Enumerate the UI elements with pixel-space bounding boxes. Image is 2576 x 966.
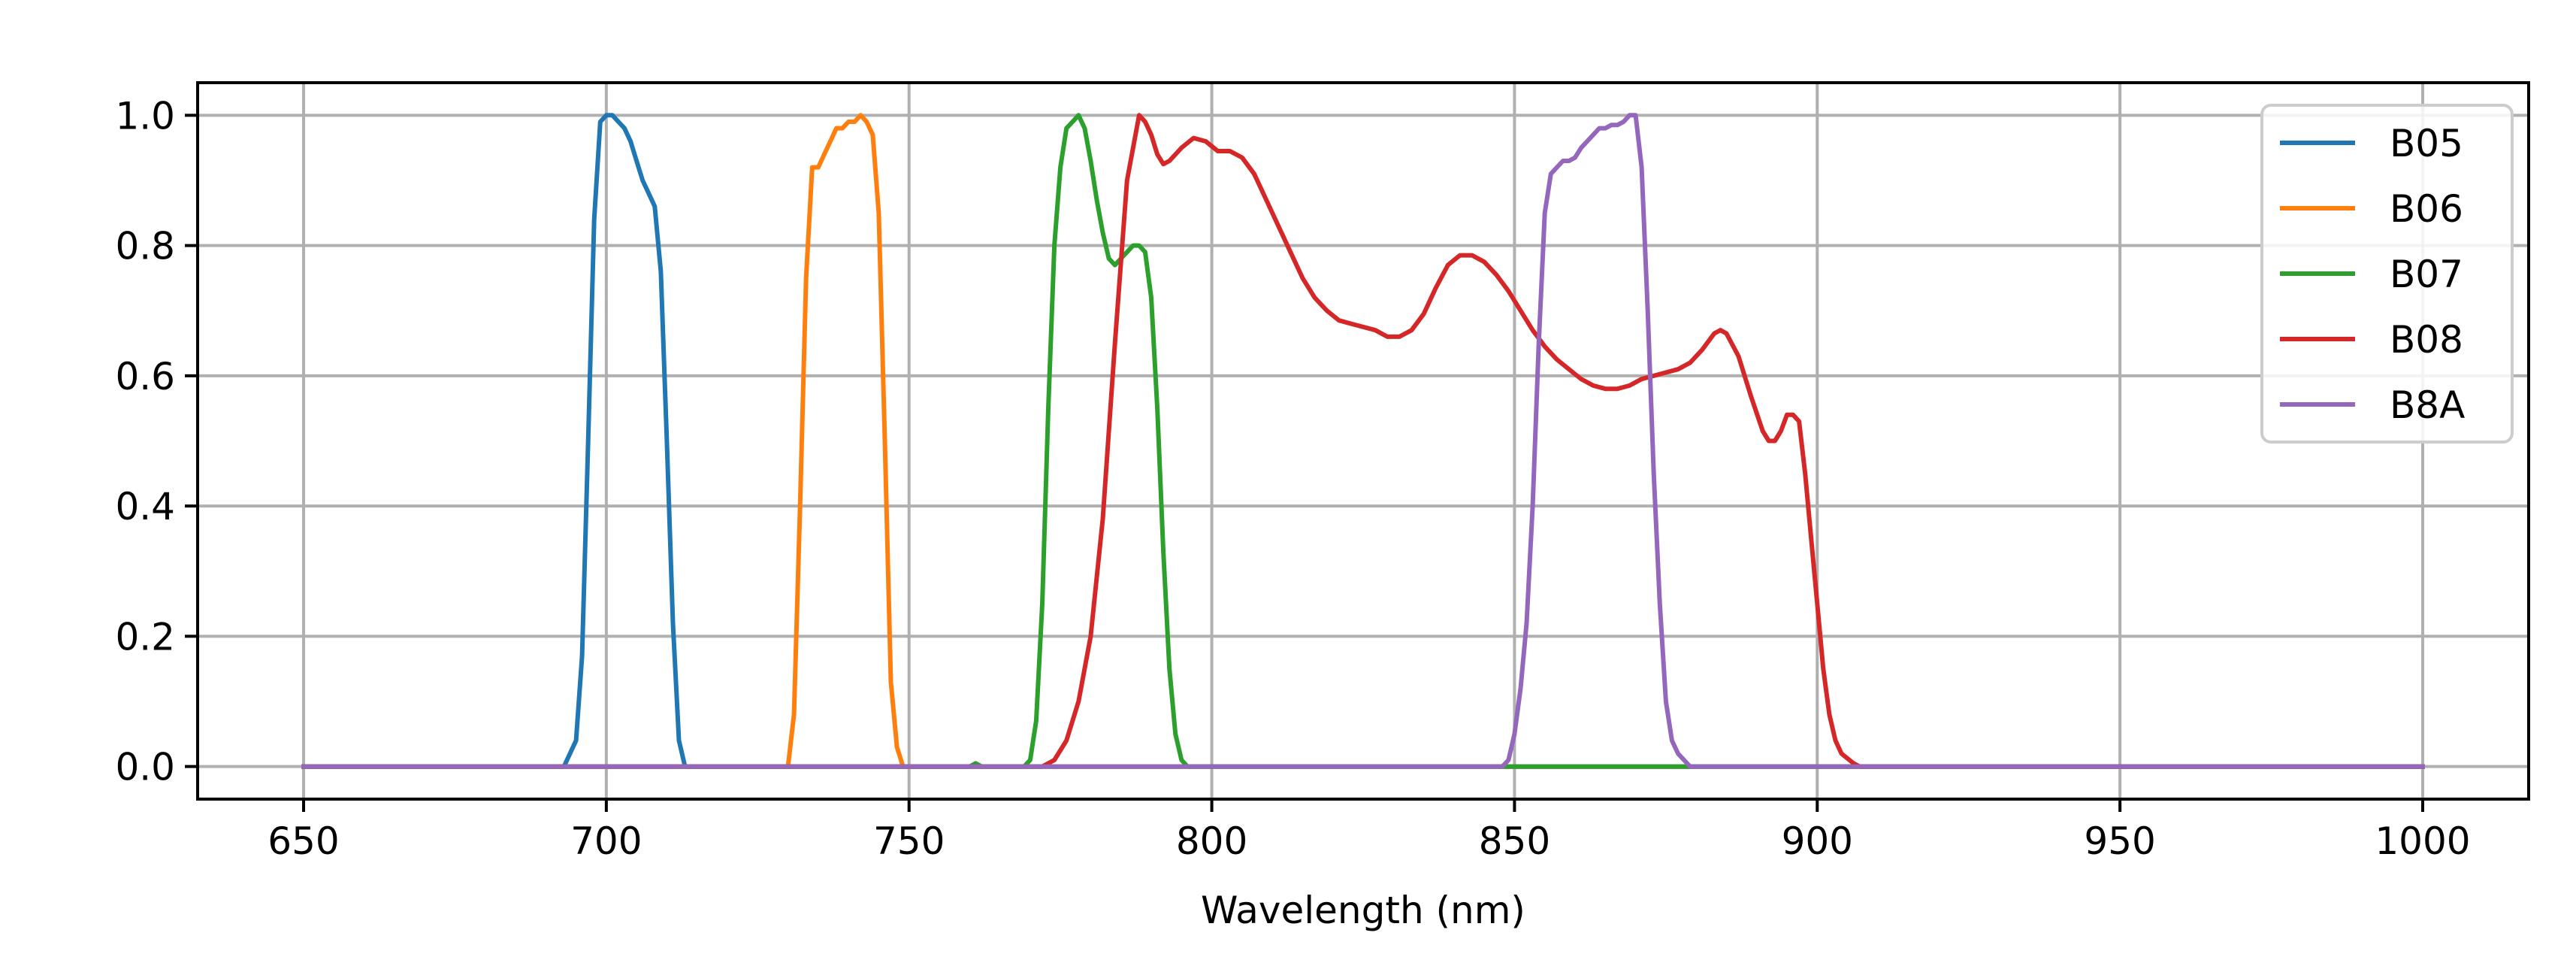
- series-line-b05: [301, 113, 2425, 769]
- series-line-b07: [301, 113, 2425, 769]
- x-tick-label: 800: [1176, 819, 1247, 863]
- y-tick-label: 0.8: [115, 225, 175, 268]
- legend-label-b08: B08: [2390, 318, 2463, 362]
- legend-box: [2260, 104, 2514, 444]
- y-tick-label: 0.2: [115, 615, 175, 659]
- x-tick-label: 950: [2084, 819, 2155, 863]
- plot-frame: [196, 81, 2530, 801]
- y-tick-label: 0.0: [115, 746, 175, 789]
- x-tick-label: 1000: [2375, 819, 2470, 863]
- y-tick-label: 1.0: [115, 94, 175, 138]
- x-tick-label: 900: [1782, 819, 1853, 863]
- legend: B05 B06 B07 B08 B8A: [2260, 104, 2514, 444]
- x-tick-label: 700: [570, 819, 642, 863]
- legend-label-b07: B07: [2390, 253, 2463, 296]
- legend-label-b8a: B8A: [2390, 383, 2465, 427]
- series-line-b06: [301, 113, 2425, 769]
- legend-label-b06: B06: [2390, 187, 2463, 231]
- legend-label-b05: B05: [2390, 122, 2463, 165]
- x-axis-label: Wavelength (nm): [1201, 889, 1525, 932]
- y-tick-label: 0.4: [115, 485, 175, 528]
- axis-ticks: 650 700 750 800 850 900 950 1000 0.0 0.2 0.4 0.6 0.8…: [115, 94, 2470, 863]
- series-line-b8a: [301, 113, 2425, 769]
- x-tick-label: 750: [873, 819, 945, 863]
- series-lines: [301, 113, 2425, 769]
- x-tick-label: 850: [1479, 819, 1550, 863]
- x-tick-label: 650: [268, 819, 339, 863]
- y-tick-label: 0.6: [115, 355, 175, 398]
- series-line-b08: [301, 113, 2425, 769]
